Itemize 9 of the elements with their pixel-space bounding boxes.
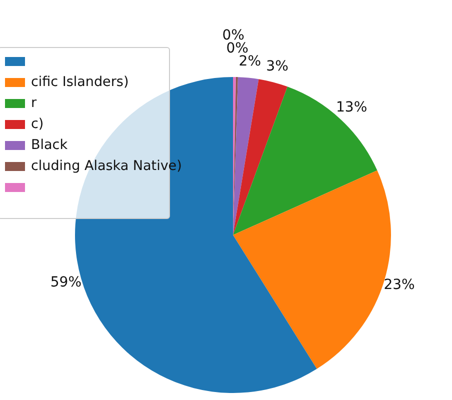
legend-label: Black [31, 136, 68, 155]
data-label: 2% [238, 54, 262, 70]
data-label: 59% [50, 274, 82, 291]
data-label: 23% [384, 277, 415, 294]
legend-label: r [31, 94, 37, 113]
data-label: 13% [336, 100, 368, 116]
data-label: 3% [266, 58, 288, 75]
legend-label: cific Islanders) [31, 73, 129, 92]
legend-label: c) [31, 115, 44, 134]
